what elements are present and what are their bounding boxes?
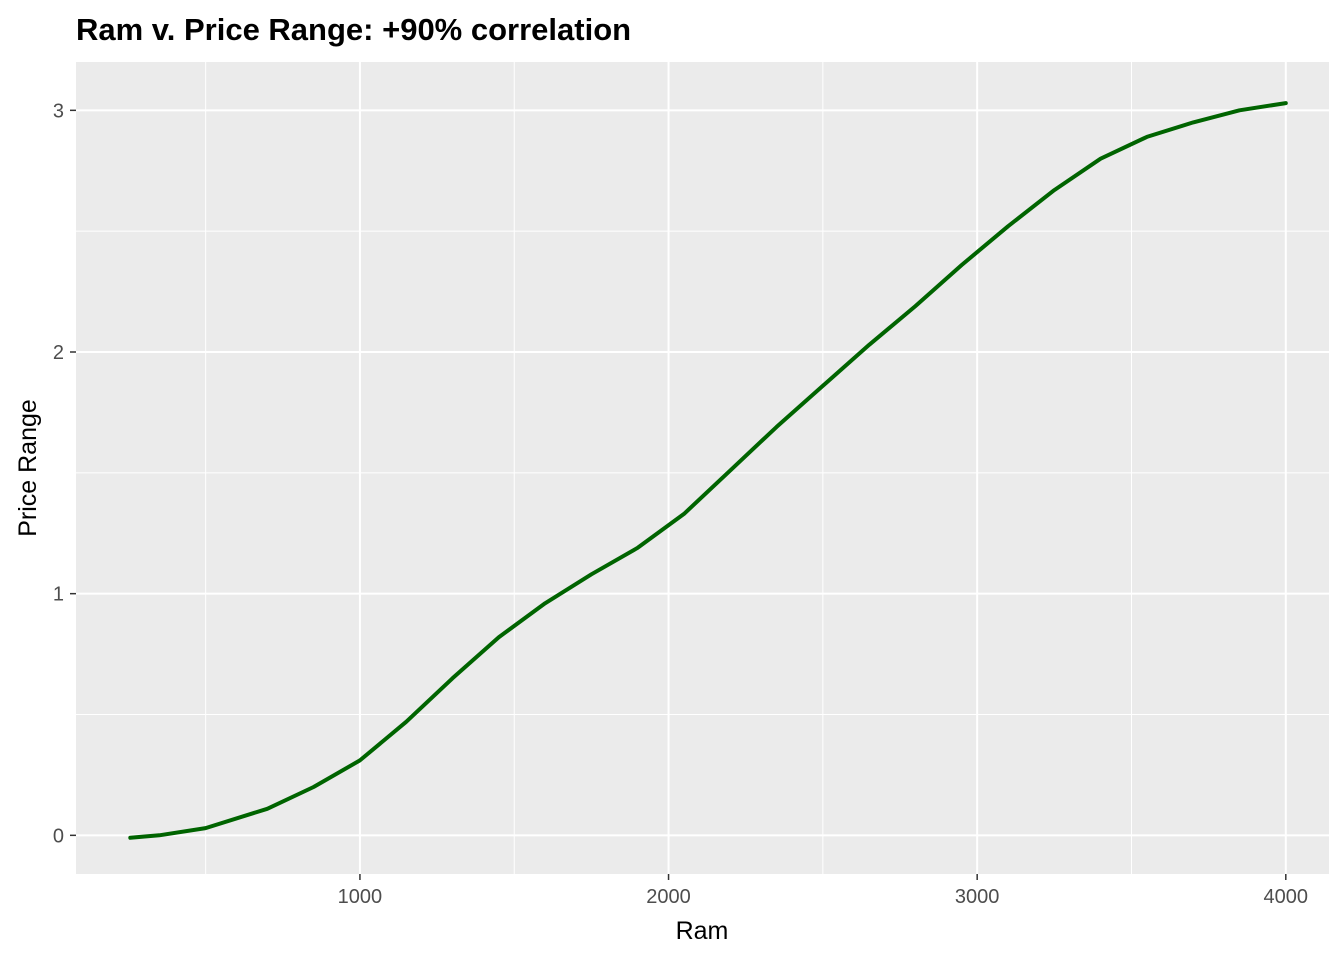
x-tick-label: 4000 bbox=[1264, 886, 1309, 908]
series-line bbox=[128, 101, 1288, 840]
y-axis-title: Price Range bbox=[14, 399, 42, 537]
series-layer bbox=[128, 101, 1288, 840]
y-tick-label: 3 bbox=[53, 100, 64, 122]
major-gridlines bbox=[76, 62, 1329, 874]
y-tick-label: 1 bbox=[53, 584, 64, 606]
x-tick-label: 1000 bbox=[338, 886, 383, 908]
x-axis-title: Ram bbox=[676, 917, 729, 945]
x-tick-label: 2000 bbox=[646, 886, 691, 908]
y-tick-label: 2 bbox=[53, 342, 64, 364]
y-axis: 0 1 2 3 bbox=[53, 100, 76, 847]
y-tick-label: 0 bbox=[53, 825, 64, 847]
minor-gridlines bbox=[76, 62, 1329, 874]
chart-title: Ram v. Price Range: +90% correlation bbox=[76, 12, 631, 47]
plot-panel bbox=[76, 62, 1329, 874]
x-axis: 1000 2000 3000 4000 bbox=[338, 874, 1308, 908]
x-tick-label: 3000 bbox=[955, 886, 1000, 908]
